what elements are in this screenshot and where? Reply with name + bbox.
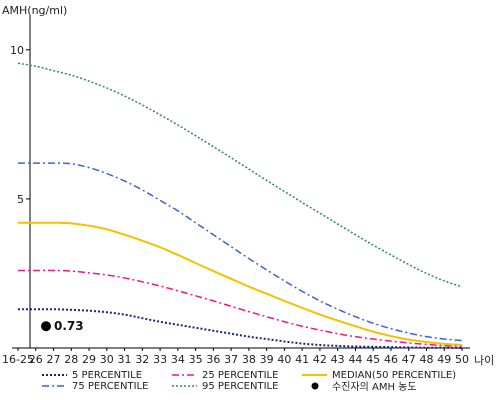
x-tick-label: 27 [47, 353, 61, 366]
x-tick-label: 39 [260, 353, 274, 366]
x-tick-label: 46 [384, 353, 398, 366]
x-tick-label: 42 [313, 353, 327, 366]
x-tick-label: 35 [189, 353, 203, 366]
x-tick-label: 37 [224, 353, 238, 366]
x-tick-label: 45 [366, 353, 380, 366]
series-line-median-50-percentile [17, 221, 463, 347]
legend-label-marker: 수진자의 AMH 농도 [332, 381, 417, 393]
x-tick-label: 41 [295, 353, 309, 366]
legend-label: 25 PERCENTILE [202, 370, 278, 381]
x-tick-label: 16-25 [2, 353, 34, 366]
legend-label: 95 PERCENTILE [202, 381, 278, 392]
legend-label: 75 PERCENTILE [72, 381, 148, 392]
x-tick-label: 43 [331, 353, 345, 366]
x-tick-label: 32 [135, 353, 149, 366]
x-tick-label: 36 [206, 353, 220, 366]
y-axis-title: AMH(ng/ml) [2, 4, 67, 17]
legend-marker-swatch [311, 382, 319, 390]
series-line-25-percentile [17, 269, 463, 347]
x-tick-label: 26 [29, 353, 43, 366]
patient-amh-value-label: 0.73 [54, 319, 84, 333]
x-tick-label: 30 [100, 353, 114, 366]
series-line-95-percentile [17, 62, 463, 288]
x-tick-label: 29 [82, 353, 96, 366]
x-tick-label: 44 [348, 353, 362, 366]
x-tick-label: 47 [402, 353, 416, 366]
legend-label: MEDIAN(50 PERCENTILE) [332, 370, 456, 381]
x-tick-label: 34 [171, 353, 185, 366]
patient-amh-marker [41, 321, 51, 332]
y-tick-label: 10 [10, 44, 24, 57]
x-tick-label: 40 [277, 353, 291, 366]
y-tick-label: 5 [17, 193, 24, 206]
x-tick-label: 48 [419, 353, 433, 366]
x-tick-label: 33 [153, 353, 167, 366]
x-tick-label: 38 [242, 353, 256, 366]
x-tick-label: 31 [118, 353, 132, 366]
legend-label: 5 PERCENTILE [72, 370, 142, 381]
x-tick-label: 49 [437, 353, 451, 366]
x-tick-label: 28 [64, 353, 78, 366]
x-axis-title: 나이 [474, 354, 494, 367]
x-tick-label: 50 [455, 353, 469, 366]
series-line-5-percentile [17, 308, 463, 349]
series-line-75-percentile [17, 162, 463, 342]
